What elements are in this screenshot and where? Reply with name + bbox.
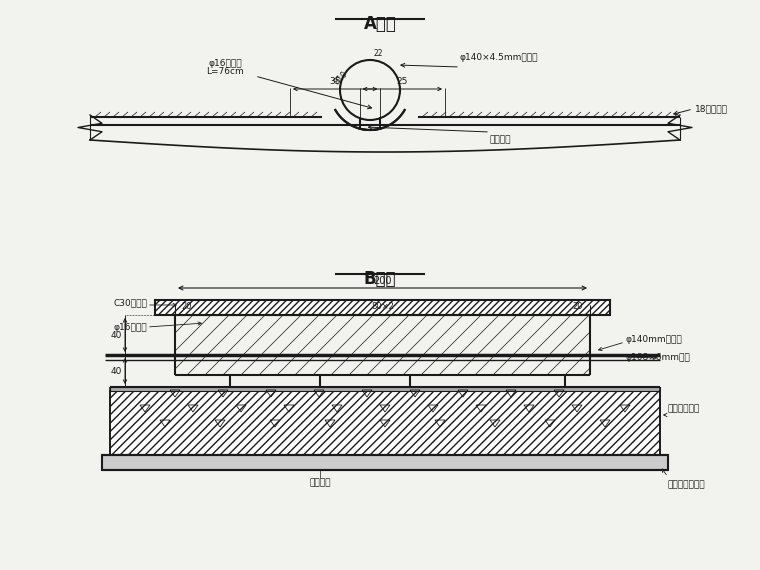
Text: R10: R10 <box>332 69 349 86</box>
Text: φ108×6mm锂管: φ108×6mm锂管 <box>625 352 690 361</box>
Text: 明洞腣行: 明洞腣行 <box>309 478 331 487</box>
Bar <box>155 300 610 315</box>
Bar <box>155 300 610 315</box>
Text: B大样: B大样 <box>364 270 396 288</box>
Text: 22: 22 <box>373 49 382 58</box>
Text: 35: 35 <box>329 77 341 86</box>
Text: 啰洞锁筋台腣行: 啰洞锁筋台腣行 <box>668 480 705 489</box>
Text: 18号工字锢: 18号工字锢 <box>695 104 728 113</box>
Text: 双面焺接: 双面焺接 <box>490 135 511 144</box>
Text: 啰洞初期支护: 啰洞初期支护 <box>668 405 700 413</box>
Text: φ140mm孔口管: φ140mm孔口管 <box>625 335 682 344</box>
Text: L=76cm: L=76cm <box>206 67 244 76</box>
Text: 20: 20 <box>182 302 192 311</box>
Text: 25: 25 <box>397 77 408 86</box>
Text: φ16固定箍: φ16固定箍 <box>208 59 242 68</box>
Text: φ16固定箍: φ16固定箍 <box>113 323 147 332</box>
Bar <box>110 387 660 391</box>
Text: 20: 20 <box>573 302 583 311</box>
Bar <box>102 455 668 470</box>
Text: 200: 200 <box>373 276 391 286</box>
Text: φ140×4.5mm孔口管: φ140×4.5mm孔口管 <box>460 53 539 62</box>
Text: C30岁护拱: C30岁护拱 <box>113 299 147 307</box>
Text: 80×2: 80×2 <box>371 302 394 311</box>
Text: 40: 40 <box>111 367 122 376</box>
Text: 40: 40 <box>111 331 122 340</box>
Bar <box>110 391 660 455</box>
Text: A大样: A大样 <box>363 15 397 33</box>
